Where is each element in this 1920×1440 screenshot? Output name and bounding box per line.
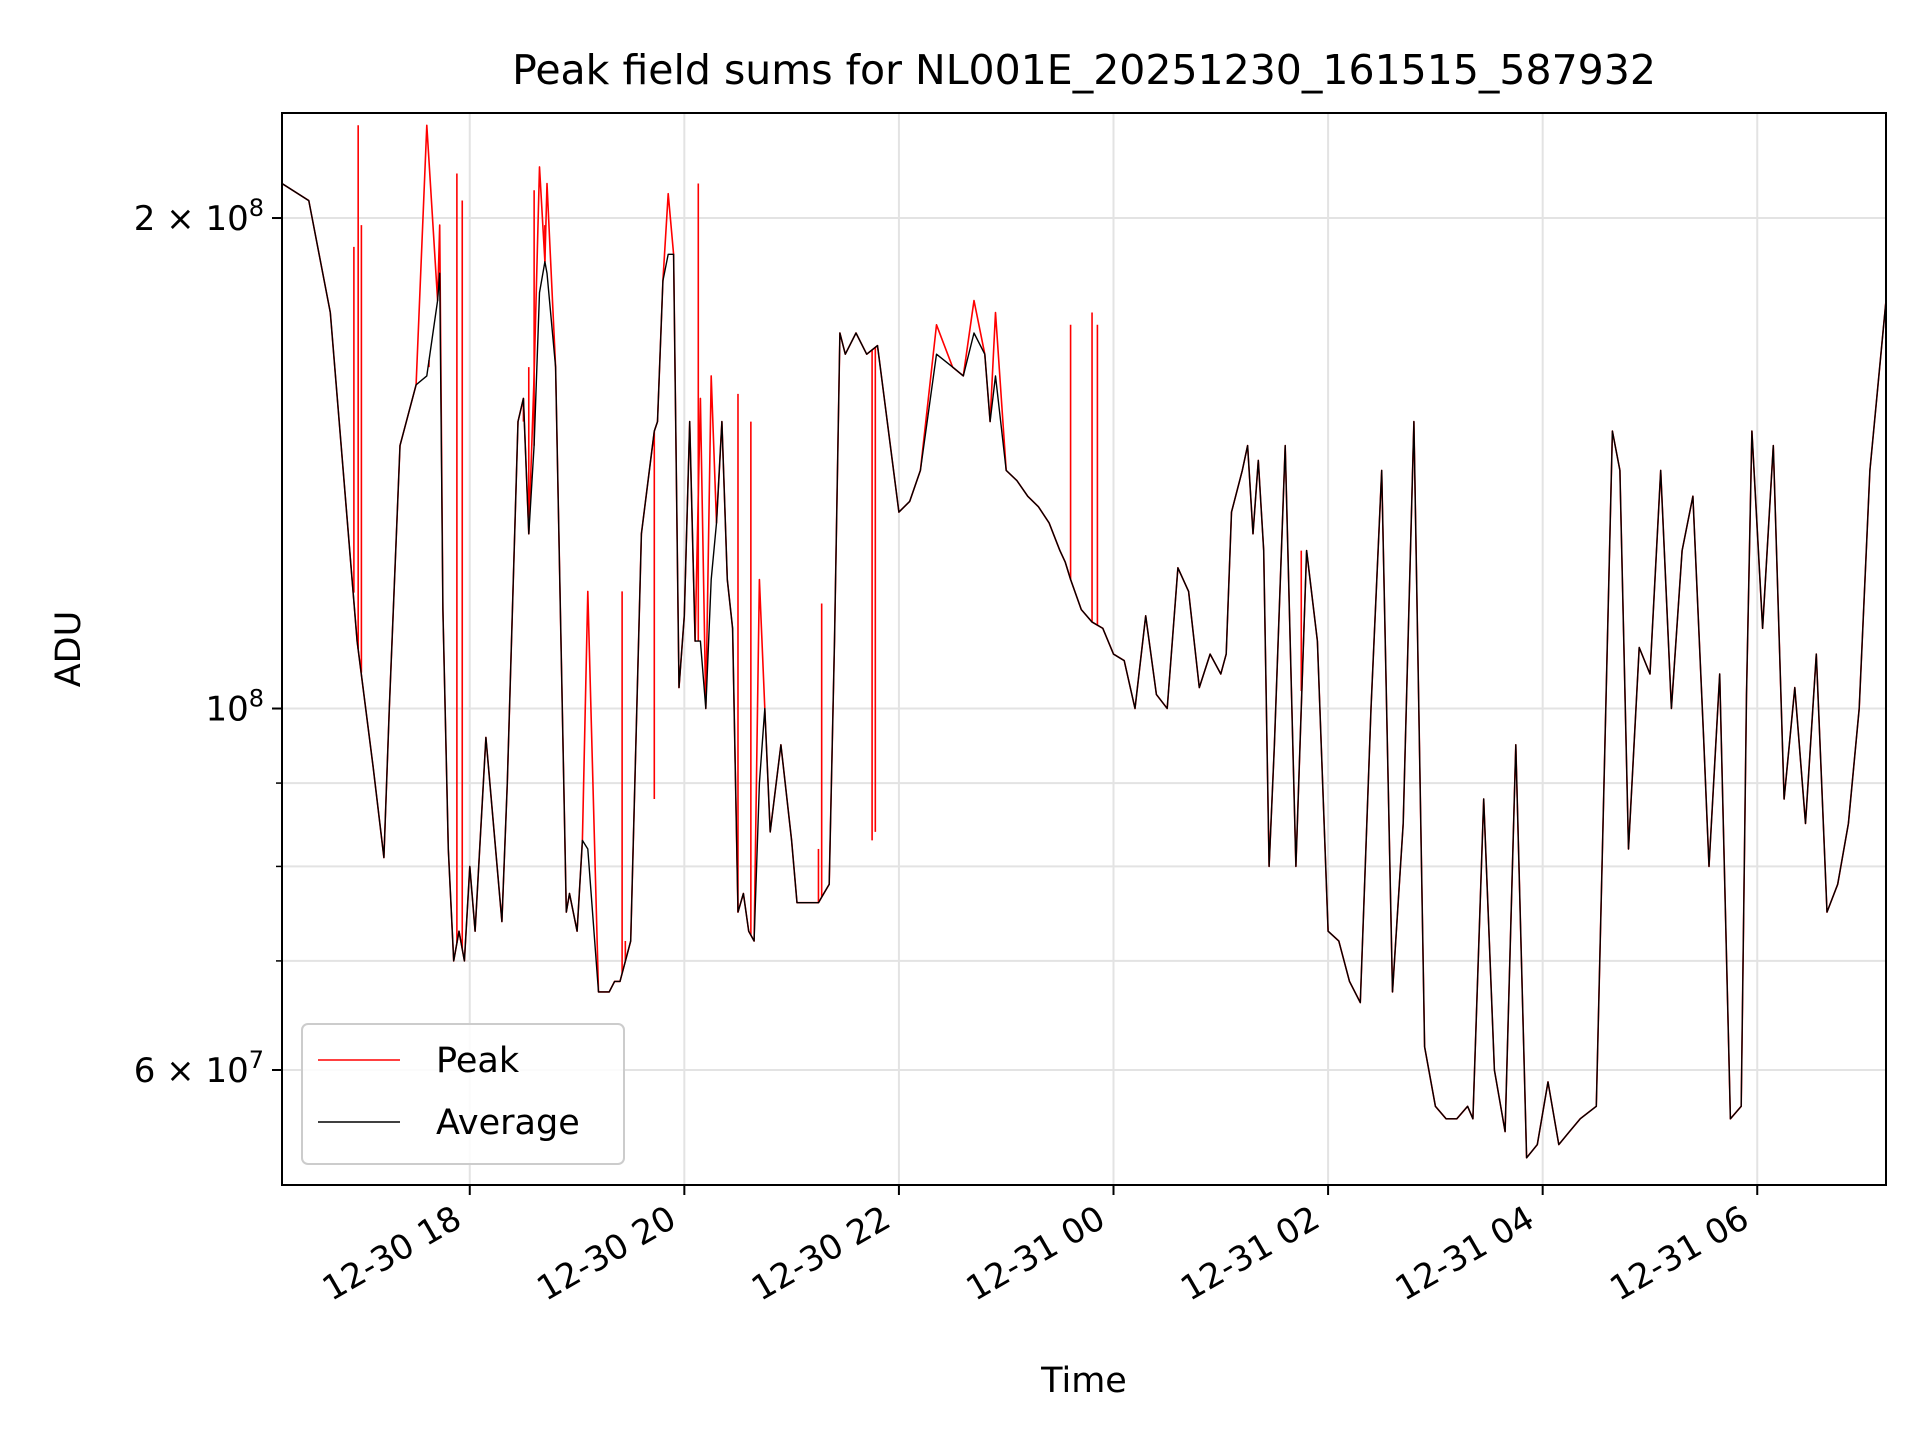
y-axis: 6 × 107 108 2 × 108 xyxy=(134,194,282,1091)
series-group xyxy=(282,124,1886,1159)
y-tick-label: 2 × 108 xyxy=(134,194,264,239)
x-axis-label: Time xyxy=(1040,1361,1127,1401)
axes-frame xyxy=(281,112,1887,1186)
legend-average-label: Average xyxy=(436,1103,580,1143)
chart-title: Peak field sums for NL001E_20251230_1615… xyxy=(512,46,1656,94)
legend: Peak Average xyxy=(301,1023,625,1165)
y-tick-label: 108 xyxy=(205,685,264,730)
legend-box xyxy=(301,1023,625,1165)
y-axis-label: ADU xyxy=(49,611,89,688)
legend-peak-label: Peak xyxy=(436,1041,520,1081)
average-series-line xyxy=(282,182,1886,1159)
y-tick-label: 6 × 107 xyxy=(134,1046,264,1091)
plot-area xyxy=(282,124,1886,1159)
